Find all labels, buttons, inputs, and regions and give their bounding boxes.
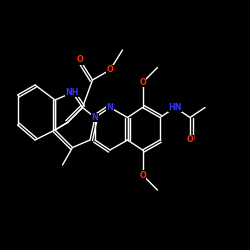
- Text: NH: NH: [66, 88, 79, 97]
- Text: O: O: [139, 78, 146, 87]
- Text: O: O: [139, 170, 146, 179]
- Text: N: N: [92, 113, 98, 122]
- Text: O: O: [106, 66, 114, 74]
- Text: N: N: [106, 103, 114, 112]
- Text: O: O: [76, 56, 84, 64]
- Text: HN: HN: [168, 103, 182, 112]
- Text: O: O: [186, 136, 194, 144]
